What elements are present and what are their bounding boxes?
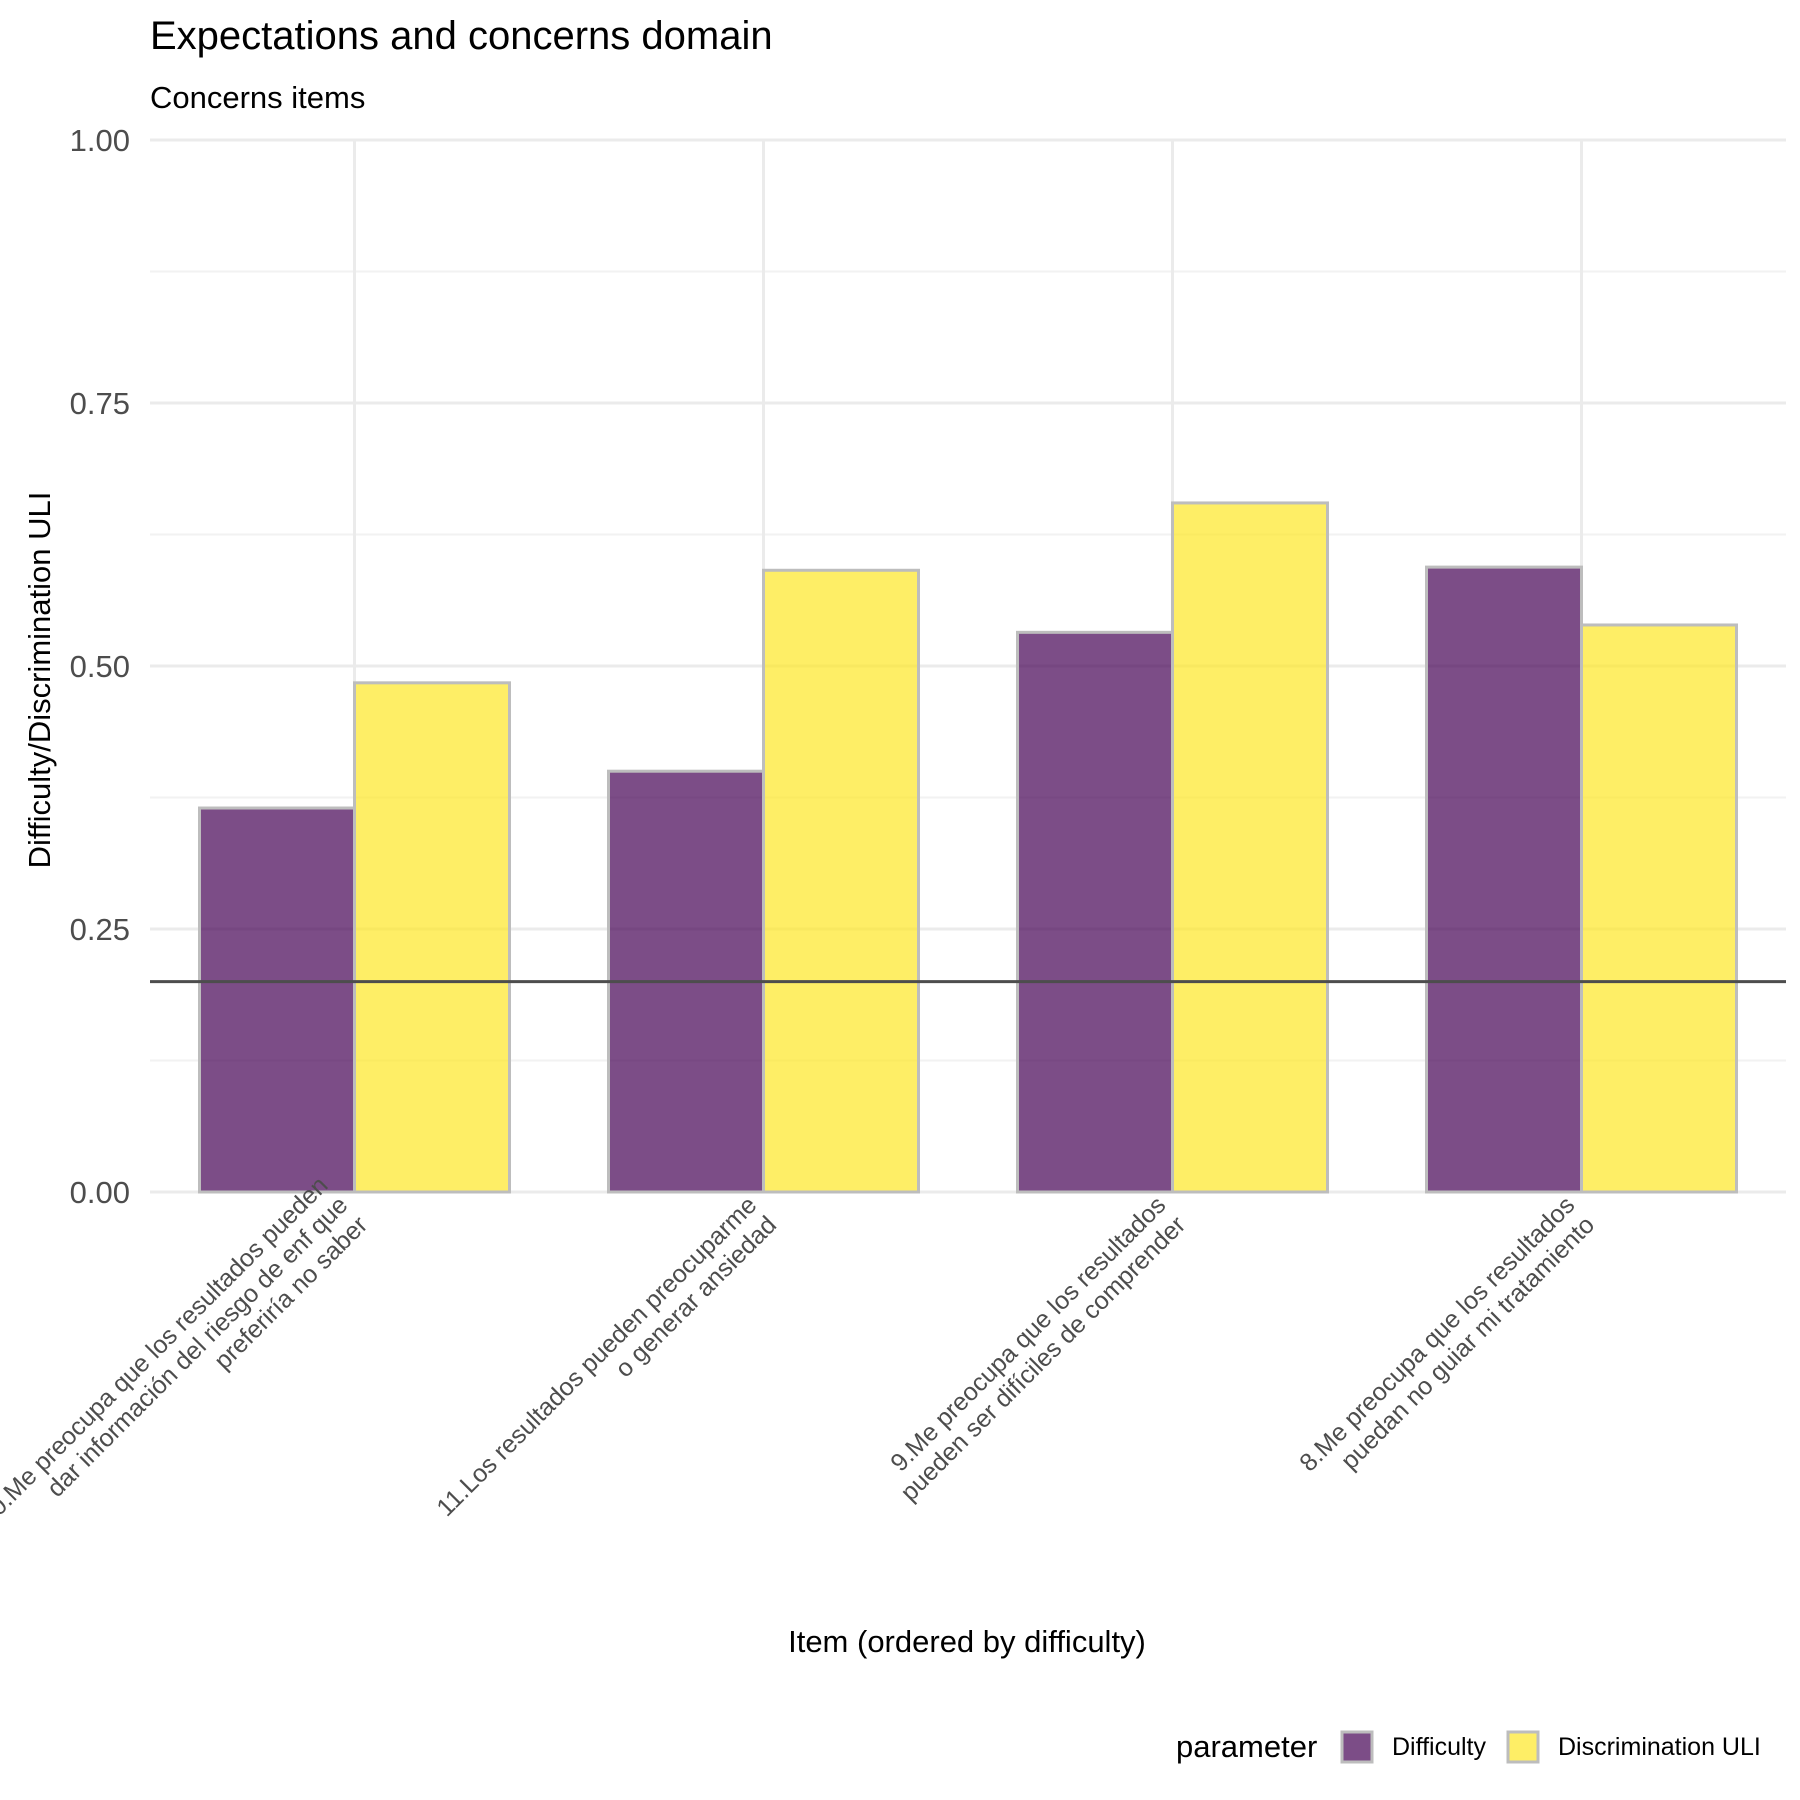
legend-key-discrimination-uli bbox=[1506, 1730, 1540, 1764]
legend-label-difficulty: Difficulty bbox=[1392, 1733, 1487, 1761]
chart-title: Expectations and concerns domain bbox=[150, 14, 773, 58]
bar-discrimination-uli-4 bbox=[1580, 623, 1738, 1194]
y-tick-label: 0.00 bbox=[70, 1175, 130, 1210]
x-tick-label-line: dar información del riesgo de enf que bbox=[42, 1191, 354, 1503]
legend-title: parameter bbox=[1176, 1729, 1317, 1764]
y-tick-label: 0.75 bbox=[70, 386, 130, 421]
x-axis-ticks: 10.Me preocupa que los resultados pueden… bbox=[0, 1171, 1600, 1531]
chart-subtitle: Concerns items bbox=[150, 80, 366, 115]
bar-difficulty-4 bbox=[1425, 565, 1583, 1194]
x-tick-label-line: 9.Me preocupa que los resultados bbox=[885, 1191, 1171, 1477]
y-tick-label: 0.50 bbox=[70, 649, 130, 684]
y-axis-title: Difficulty/Discrimination ULI bbox=[22, 492, 57, 869]
bar-difficulty-1 bbox=[198, 806, 356, 1194]
y-axis-ticks: 0.00 0.25 0.50 0.75 1.00 bbox=[70, 123, 130, 1210]
y-tick-label: 1.00 bbox=[70, 123, 130, 158]
bar-discrimination-uli-2 bbox=[762, 568, 920, 1194]
x-tick-label-line: 8.Me preocupa que los resultados bbox=[1294, 1191, 1580, 1477]
bar-layer bbox=[198, 501, 1738, 1194]
legend-label-discrimination-uli: Discrimination ULI bbox=[1558, 1733, 1761, 1761]
x-tick-label-line: 11.Los resultados pueden preocuparme bbox=[431, 1191, 762, 1522]
bar-discrimination-uli-3 bbox=[1171, 501, 1329, 1194]
x-tick-label-line: puedan no guiar mi tratamiento bbox=[1336, 1211, 1600, 1475]
x-tick-label: 10.Me preocupa que los resultados pueden… bbox=[0, 1171, 373, 1531]
y-tick-label: 0.25 bbox=[70, 912, 130, 947]
x-tick-label-line: pueden ser difíciles de comprender bbox=[895, 1211, 1191, 1507]
x-axis-title: Item (ordered by difficulty) bbox=[788, 1624, 1146, 1659]
bar-discrimination-uli-1 bbox=[353, 681, 511, 1194]
legend-key-difficulty bbox=[1340, 1730, 1374, 1764]
legend: parameter Difficulty Discrimination ULI bbox=[1176, 1729, 1761, 1764]
bar-difficulty-3 bbox=[1016, 630, 1174, 1194]
